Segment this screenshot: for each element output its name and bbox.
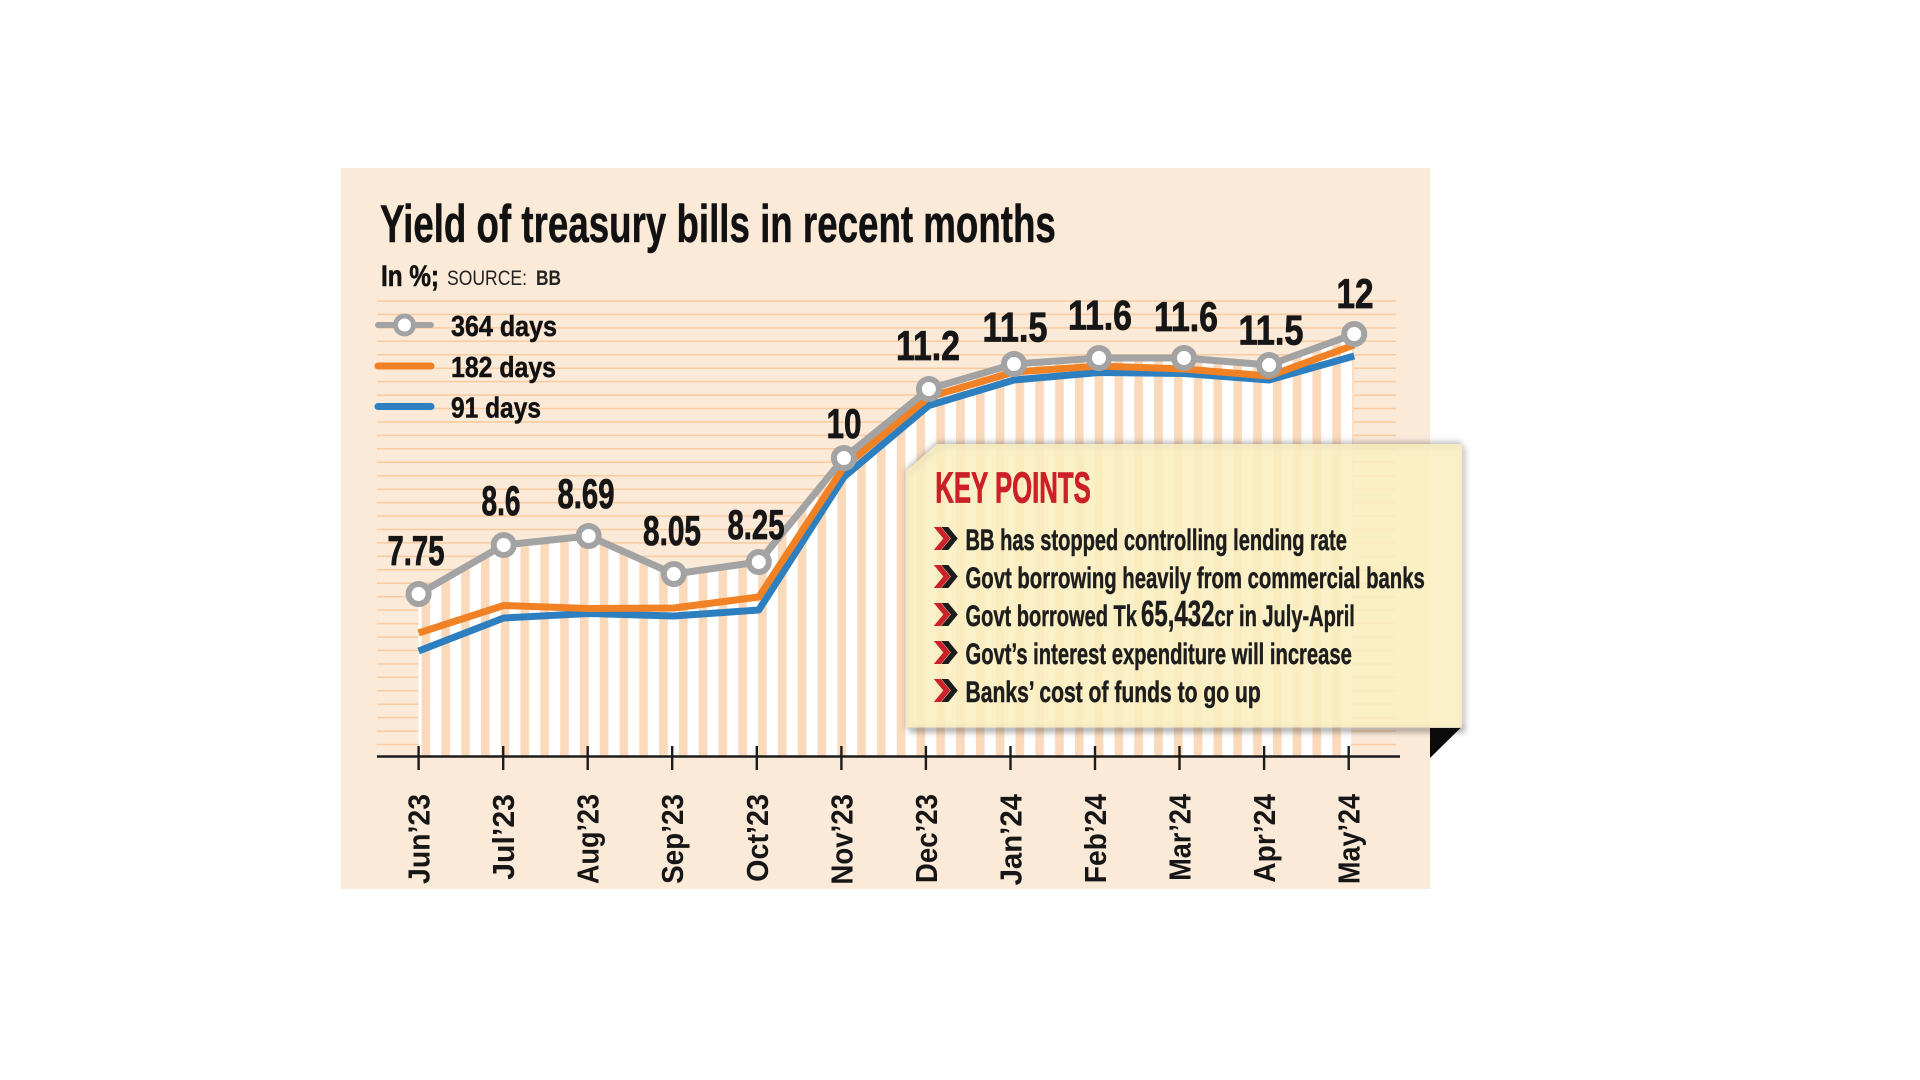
svg-text:Jan’24: Jan’24 — [995, 794, 1029, 886]
svg-text:Jun’23: Jun’23 — [402, 794, 436, 884]
svg-text:8.6: 8.6 — [482, 477, 521, 524]
svg-text:Oct’23: Oct’23 — [741, 794, 775, 882]
svg-text:11.5: 11.5 — [1239, 307, 1304, 354]
svg-text:SOURCE:: SOURCE: — [447, 267, 527, 291]
svg-text:Dec’23: Dec’23 — [909, 794, 944, 883]
svg-text:Apr’24: Apr’24 — [1248, 794, 1283, 883]
svg-text:11.6: 11.6 — [1154, 294, 1218, 341]
svg-text:7.75: 7.75 — [388, 527, 445, 575]
svg-text:8.25: 8.25 — [728, 501, 785, 549]
svg-text:May’24: May’24 — [1333, 794, 1367, 884]
svg-text:Sep’23: Sep’23 — [656, 794, 691, 884]
svg-text:11.5: 11.5 — [983, 304, 1048, 351]
svg-text:Nov’23: Nov’23 — [825, 794, 860, 885]
svg-text:Govt borrowed Tk 65,432cr in J: Govt borrowed Tk 65,432cr in July-April — [966, 594, 1355, 634]
svg-text:BB has stopped controlling len: BB has stopped controlling lending rate — [966, 524, 1347, 557]
svg-text:8.69: 8.69 — [558, 470, 615, 518]
svg-text:Banks’ cost of funds to go up: Banks’ cost of funds to go up — [966, 677, 1261, 709]
svg-text:12: 12 — [1336, 271, 1373, 318]
svg-text:91 days: 91 days — [451, 392, 541, 424]
svg-text:11.6: 11.6 — [1068, 292, 1132, 339]
svg-text:182 days: 182 days — [451, 351, 556, 383]
svg-text:8.05: 8.05 — [643, 507, 701, 554]
svg-text:KEY POINTS: KEY POINTS — [935, 462, 1091, 512]
svg-text:Aug’23: Aug’23 — [572, 794, 606, 884]
svg-text:In %;: In %; — [381, 259, 439, 293]
svg-text:Mar’24: Mar’24 — [1164, 793, 1198, 881]
svg-text:10: 10 — [827, 400, 862, 448]
svg-text:Govt’s interest expenditure wi: Govt’s interest expenditure will increas… — [966, 638, 1352, 671]
svg-text:11.2: 11.2 — [896, 323, 960, 370]
svg-text:BB: BB — [536, 268, 561, 291]
svg-text:Govt borrowing heavily from co: Govt borrowing heavily from commercial b… — [966, 562, 1425, 595]
svg-text:Jul’23: Jul’23 — [487, 794, 521, 880]
svg-text:364 days: 364 days — [451, 309, 557, 342]
svg-text:Yield of treasury bills in rec: Yield of treasury bills in recent months — [380, 194, 1056, 253]
svg-text:Feb’24: Feb’24 — [1079, 794, 1114, 884]
